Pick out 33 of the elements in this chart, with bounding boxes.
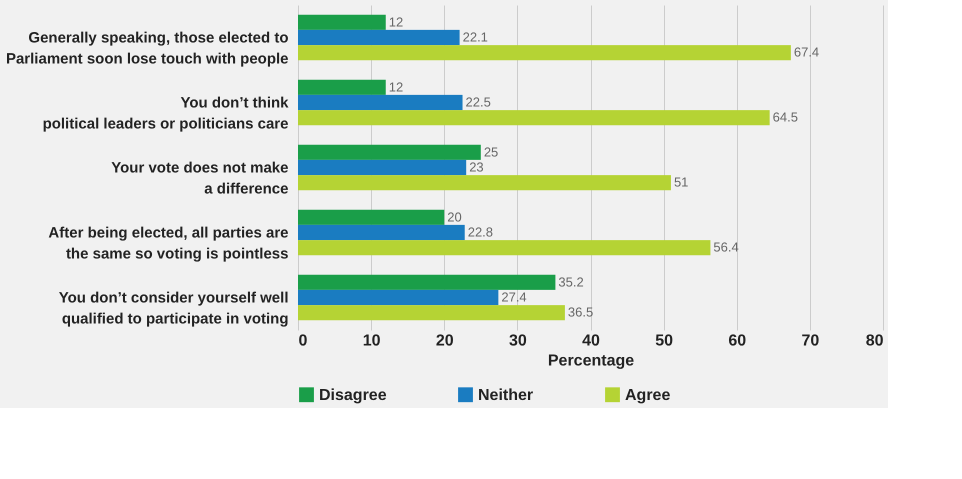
y-tick-label: After being elected, all parties are the same so voting is pointless (48, 224, 288, 262)
data-label: 20 (447, 209, 462, 224)
data-label: 27.4 (501, 290, 527, 304)
data-label: 23 (469, 160, 484, 174)
data-label: 36.5 (568, 304, 594, 320)
y-tick-label: Your vote does not make a difference (111, 160, 288, 198)
data-label: 12 (388, 79, 404, 94)
x-tick-label: 10 (362, 332, 381, 350)
y-tick-label: You don’t think political leaders or politicians care (42, 94, 290, 132)
data-label: 35.2 (558, 274, 584, 290)
legend-label: Agree (625, 386, 670, 404)
x-axis-title: Percentage (548, 352, 634, 370)
data-label: 22.5 (466, 94, 491, 110)
data-label: 56.4 (713, 240, 739, 255)
x-tick-label: 80 (866, 332, 884, 350)
x-tick-label: 0 (298, 332, 308, 350)
x-tick-label: 70 (801, 332, 820, 350)
y-tick-label: Generally speaking, those elected to Parliament soon lose touch with people (6, 30, 288, 68)
data-label: 64.5 (772, 110, 798, 125)
legend-label: Neither (478, 386, 534, 404)
data-label: 12 (388, 14, 404, 30)
x-tick-label: 30 (508, 332, 527, 350)
y-tick-label: You don’t consider yourself well qualified to participate in voting (58, 290, 288, 328)
x-tick-label: 20 (436, 332, 454, 350)
legend-label: Disagree (319, 386, 387, 404)
data-label: 25 (484, 144, 498, 160)
data-label: 22.8 (468, 224, 494, 240)
data-label: 51 (674, 174, 688, 190)
x-tick-label: 50 (655, 332, 674, 350)
data-label: 22.1 (462, 30, 488, 44)
data-label: 67.4 (794, 44, 820, 60)
x-tick-label: 40 (582, 332, 600, 350)
x-tick-label: 60 (728, 332, 746, 350)
